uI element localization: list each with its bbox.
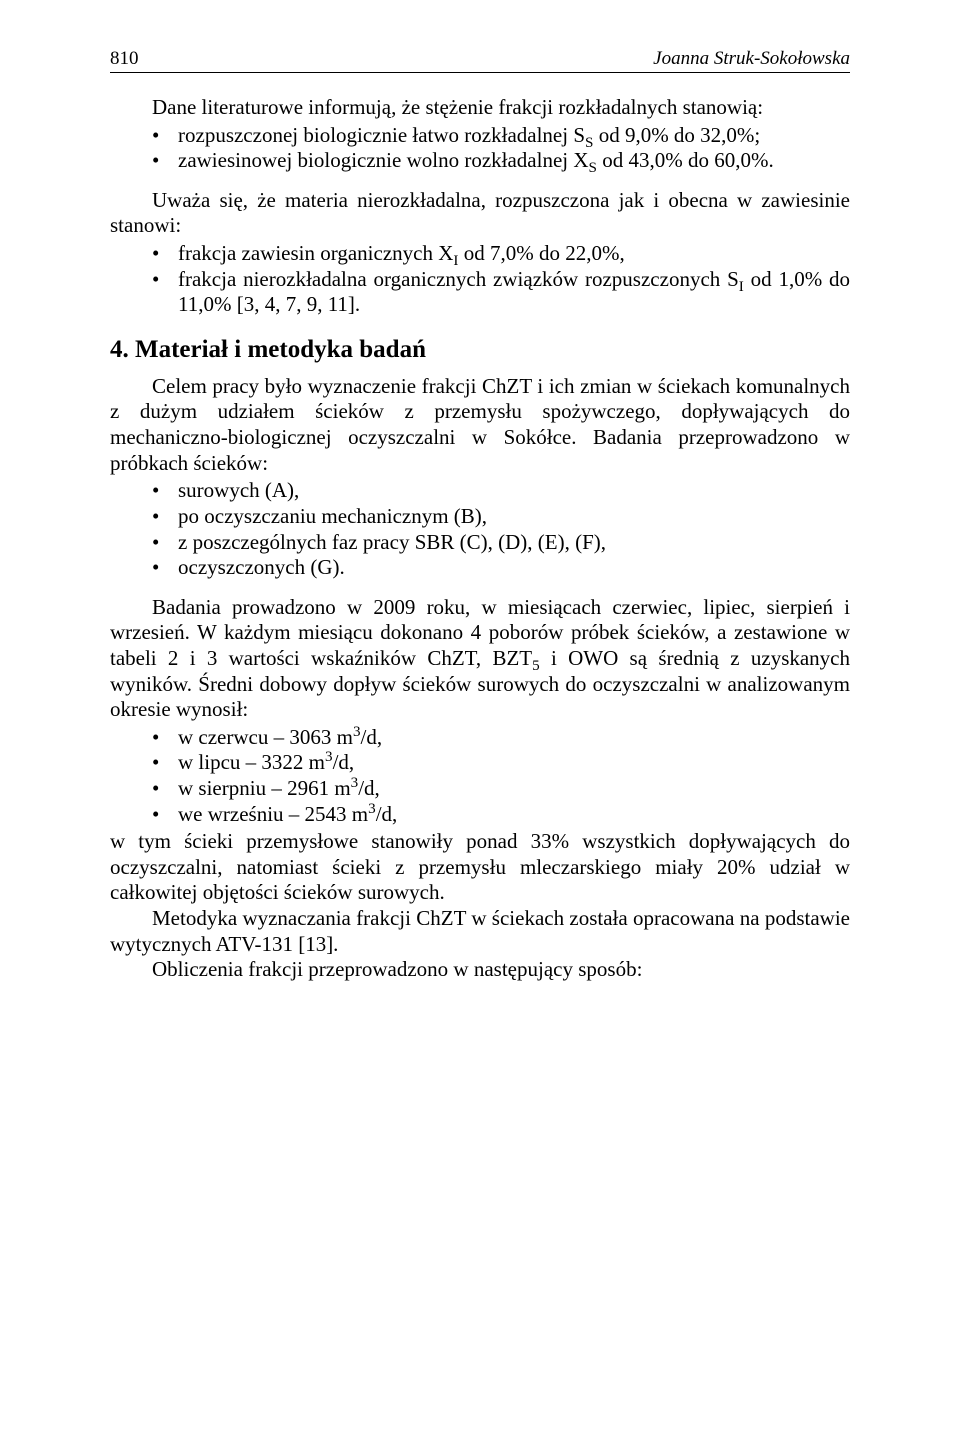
text: frakcja zawiesin organicznych X xyxy=(178,241,453,265)
list-item: surowych (A), xyxy=(152,478,850,504)
text: w sierpniu – 2961 m xyxy=(178,776,351,800)
list-item: oczyszczonych (G). xyxy=(152,555,850,581)
text: frakcja nierozkładalna organicznych zwią… xyxy=(178,267,739,291)
list-item: po oczyszczaniu mechanicznym (B), xyxy=(152,504,850,530)
page-number: 810 xyxy=(110,48,139,70)
paragraph-cel: Celem pracy było wyznaczenie frakcji ChZ… xyxy=(110,374,850,476)
list-probki: surowych (A), po oczyszczaniu mechaniczn… xyxy=(110,478,850,580)
text: w czerwcu – 3063 m xyxy=(178,725,353,749)
list-item: z poszczególnych faz pracy SBR (C), (D),… xyxy=(152,530,850,556)
list-item: rozpuszczonej biologicznie łatwo rozkład… xyxy=(152,123,850,149)
list-item: w sierpniu – 2961 m3/d, xyxy=(152,776,850,802)
paragraph-intro: Dane literaturowe informują, że stężenie… xyxy=(110,95,850,121)
text: rozpuszczonej biologicznie łatwo rozkład… xyxy=(178,123,585,147)
paragraph-obliczenia: Obliczenia frakcji przeprowadzono w nast… xyxy=(110,957,850,983)
list-stanowia: rozpuszczonej biologicznie łatwo rozkład… xyxy=(110,123,850,174)
text: /d, xyxy=(358,776,380,800)
list-item: w lipcu – 3322 m3/d, xyxy=(152,750,850,776)
superscript: 3 xyxy=(325,749,333,765)
running-title: Joanna Struk-Sokołowska xyxy=(653,48,850,70)
list-item: zawiesinowej biologicznie wolno rozkłada… xyxy=(152,148,850,174)
page: 810 Joanna Struk-Sokołowska Dane literat… xyxy=(0,0,960,1435)
subscript: S xyxy=(589,160,597,176)
paragraph-metodyka: Metodyka wyznaczania frakcji ChZT w ście… xyxy=(110,906,850,957)
list-item: frakcja nierozkładalna organicznych zwią… xyxy=(152,267,850,318)
list-zawiesina: frakcja zawiesin organicznych XI od 7,0%… xyxy=(110,241,850,318)
list-miesiace: w czerwcu – 3063 m3/d, w lipcu – 3322 m3… xyxy=(110,725,850,827)
list-item: frakcja zawiesin organicznych XI od 7,0%… xyxy=(152,241,850,267)
list-item: w czerwcu – 3063 m3/d, xyxy=(152,725,850,751)
superscript: 3 xyxy=(353,724,361,740)
text: /d, xyxy=(361,725,383,749)
text: od 9,0% do 32,0%; xyxy=(593,123,760,147)
paragraph-tail: w tym ścieki przemysłowe stanowiły ponad… xyxy=(110,829,850,906)
superscript: 3 xyxy=(368,801,376,817)
text: zawiesinowej biologicznie wolno rozkłada… xyxy=(178,148,589,172)
text: /d, xyxy=(333,750,355,774)
paragraph-badania: Badania prowadzono w 2009 roku, w miesią… xyxy=(110,595,850,723)
text: /d, xyxy=(376,802,398,826)
paragraph-uwaza: Uważa się, że materia nierozkładalna, ro… xyxy=(110,188,850,239)
text: od 7,0% do 22,0%, xyxy=(458,241,624,265)
section-heading-4: 4. Materiał i metodyka badań xyxy=(110,336,850,364)
text: we wrześniu – 2543 m xyxy=(178,802,368,826)
text: od 43,0% do 60,0%. xyxy=(597,148,774,172)
running-header: 810 Joanna Struk-Sokołowska xyxy=(110,48,850,73)
text: w lipcu – 3322 m xyxy=(178,750,325,774)
list-item: we wrześniu – 2543 m3/d, xyxy=(152,802,850,828)
